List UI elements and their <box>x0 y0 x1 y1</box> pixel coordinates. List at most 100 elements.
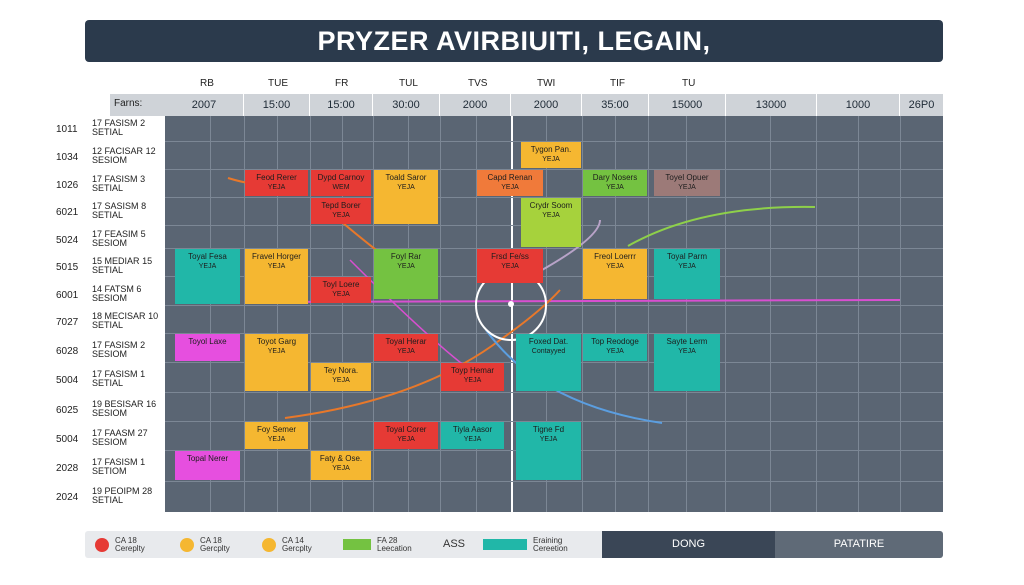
event-block[interactable]: Toyal Corer YEJA <box>374 422 438 449</box>
row-name: FASISM <box>104 457 138 467</box>
event-block[interactable]: Toyel Opuer YEJA <box>654 170 720 196</box>
legend-bar: CA 18 Cereplty CA 18 Gercplty CA 14 Gercplt… <box>85 531 943 558</box>
row-code: 15 <box>92 256 103 266</box>
row-id: 6025 <box>56 405 79 416</box>
event-block[interactable]: Tiyla Aasor YEJA <box>441 422 504 449</box>
event-block[interactable]: Tygon Pan. YEJA <box>521 142 581 168</box>
event-subtitle: YEJA <box>542 212 560 219</box>
event-block[interactable]: Toyal Fesa YEJA <box>175 249 240 304</box>
event-title: Tey Nora. <box>323 366 359 375</box>
event-title: Frsd Fe/ss <box>491 252 529 261</box>
event-block[interactable]: Tey Nora. YEJA <box>311 363 371 391</box>
grid-line <box>165 169 943 170</box>
event-block[interactable]: Toyl Loere YEJA <box>311 277 371 303</box>
row-name: FASISM <box>104 340 138 350</box>
header-cell[interactable]: 2000 <box>511 94 582 116</box>
event-block[interactable]: Foxed Dat. Contayyed <box>516 334 581 391</box>
event-block[interactable]: Top Reodoge YEJA <box>583 334 647 361</box>
row-label: 5015 15 MEDIAR 15 SETIAL <box>56 255 162 283</box>
event-block[interactable]: Tepd Borer YEJA <box>311 198 371 224</box>
row-label: 2028 17 FASISM 1 SETIOM <box>56 456 162 484</box>
patature-button[interactable]: PATATIRE <box>775 531 943 558</box>
event-title: Tepd Borer <box>321 201 361 210</box>
header-cell[interactable]: 2007 <box>165 94 244 116</box>
header-cell[interactable]: 2000 <box>440 94 511 116</box>
event-block[interactable]: Toyal Herar YEJA <box>374 334 438 361</box>
event-title: Toyal Fesa <box>188 252 227 261</box>
row-code: 14 <box>92 284 103 294</box>
green-swatch-icon <box>343 539 371 550</box>
event-block[interactable]: Freol Loerrr YEJA <box>583 249 647 299</box>
legend-item[interactable]: CA 18 Cereplty <box>95 531 175 558</box>
event-block[interactable]: Toyp Hemar YEJA <box>441 363 504 391</box>
legend-sublabel: Gercplty <box>200 544 230 553</box>
header-cell[interactable]: 1000 <box>817 94 900 116</box>
event-title: Toyal Corer <box>385 425 427 434</box>
row-type: SESIOM <box>92 437 128 447</box>
event-block[interactable]: Toald Saror YEJA <box>374 170 438 224</box>
row-name: BESISAR <box>104 399 144 409</box>
grid-line <box>440 116 441 512</box>
event-block[interactable]: Toyol Laxe <box>175 334 240 361</box>
event-block[interactable]: Frsd Fe/ss YEJA <box>477 249 543 283</box>
event-subtitle: YEJA <box>397 263 415 270</box>
row-name: FAASM <box>104 428 136 438</box>
event-block[interactable]: Fravel Horger YEJA <box>245 249 308 304</box>
event-title: Toyot Garg <box>256 337 297 346</box>
row-type: SETIOM <box>92 466 127 476</box>
header-cell[interactable]: 26P0 <box>908 99 935 111</box>
header-cell[interactable]: 35:00 <box>582 94 649 116</box>
legend-item[interactable]: Eraining Cereetion <box>483 531 593 558</box>
event-block[interactable]: Toyal Parm YEJA <box>654 249 720 299</box>
event-block[interactable]: Dary Nosers YEJA <box>583 170 647 196</box>
row-label: 5004 17 FAASM 27 SESIOM <box>56 427 162 455</box>
event-block[interactable]: Tigne Fd YEJA <box>516 422 581 480</box>
header-cell[interactable]: 15:00 <box>310 94 373 116</box>
row-count: 5 <box>140 229 146 239</box>
dong-button[interactable]: DONG <box>602 531 775 558</box>
row-type: SETIAL <box>92 320 124 330</box>
row-count: 15 <box>142 256 153 266</box>
header-cell[interactable]: 13000 <box>726 94 817 116</box>
event-subtitle: YEJA <box>463 377 482 384</box>
event-title: Faty & Ose. <box>319 454 363 463</box>
legend-item[interactable]: CA 14 Gercplty <box>262 531 342 558</box>
event-block[interactable]: Toyot Garg YEJA <box>245 334 308 391</box>
row-code: 17 <box>92 340 103 350</box>
event-title: Toyel Opuer <box>665 173 709 182</box>
grid-line <box>165 305 943 306</box>
row-count: 8 <box>141 201 147 211</box>
event-subtitle: YEJA <box>542 156 560 163</box>
legend-item[interactable]: CA 18 Gercplty <box>180 531 260 558</box>
event-block[interactable]: Sayte Lerm YEJA <box>654 334 720 391</box>
row-label: 5004 17 FASISM 1 SETIAL <box>56 368 162 396</box>
row-count: 3 <box>140 174 146 184</box>
legend-item[interactable]: FA 28 Leecation <box>343 531 423 558</box>
event-block[interactable]: Foyl Rar YEJA <box>374 249 438 299</box>
event-subtitle: YEJA <box>606 348 624 355</box>
row-name: FASISM <box>104 369 138 379</box>
row-label: 2024 19 PEOIPM 28 SETIAL <box>56 485 162 513</box>
header-cell[interactable]: 30:00 <box>373 94 440 116</box>
grid-line <box>816 116 817 512</box>
event-title: Tygon Pan. <box>530 145 572 154</box>
event-block[interactable]: Crydr Soom YEJA <box>521 198 581 247</box>
event-title: Top Reodoge <box>591 337 639 346</box>
event-block[interactable]: Dypd Carnoy WEM <box>311 170 371 196</box>
header-cell[interactable]: 15:00 <box>244 94 310 116</box>
event-block[interactable]: Feod Rerer YEJA <box>245 170 308 196</box>
event-subtitle: YEJA <box>267 436 286 443</box>
event-block[interactable]: Foy Semer YEJA <box>245 422 308 449</box>
row-name: FEASIM <box>104 229 139 239</box>
row-type: SESIOM <box>92 349 128 359</box>
event-block[interactable]: Faty & Ose. YEJA <box>311 451 371 480</box>
event-subtitle: YEJA <box>198 263 217 270</box>
row-label: 6028 17 FASISM 2 SESIOM <box>56 339 162 367</box>
row-name: SASISM <box>104 201 139 211</box>
row-name: FACISAR <box>104 146 144 156</box>
legend-item[interactable]: ASS <box>443 531 483 558</box>
event-block[interactable]: Capd Renan YEJA <box>477 170 543 196</box>
event-subtitle: YEJA <box>678 263 696 270</box>
header-cell[interactable]: 15000 <box>649 94 726 116</box>
event-block[interactable]: Topal Nerer <box>175 451 240 480</box>
